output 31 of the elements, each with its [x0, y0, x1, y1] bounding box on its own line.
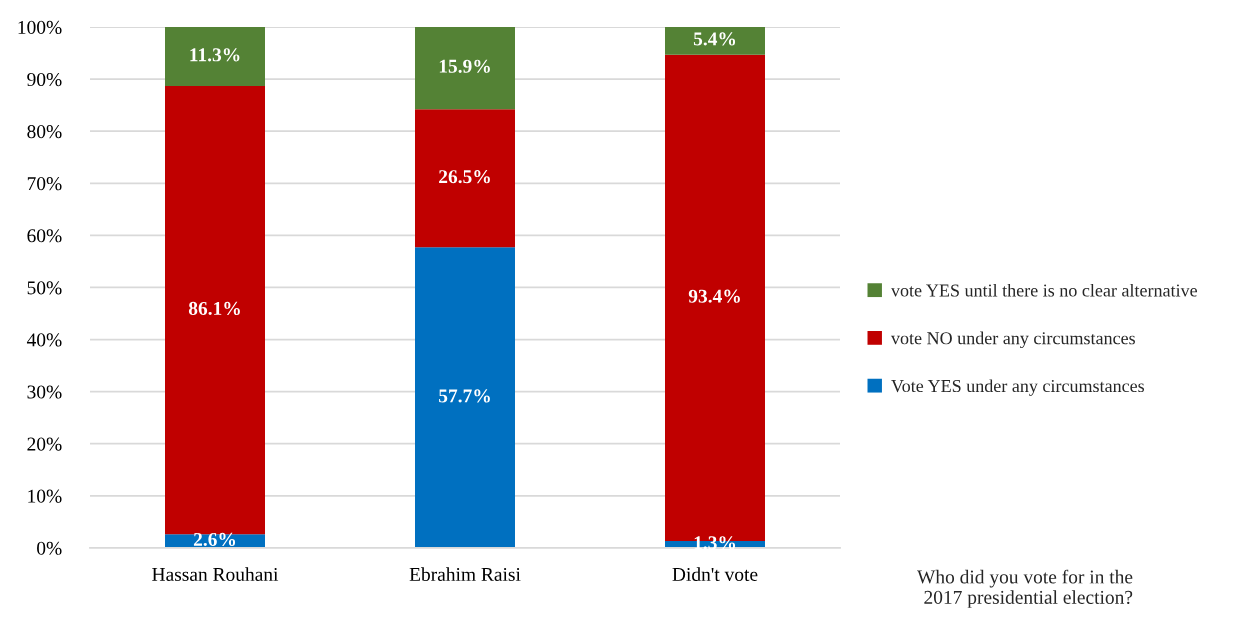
y-tick-label: 0%	[37, 541, 62, 555]
y-tick-label: 40%	[26, 333, 62, 347]
data-label: 26.5%	[439, 170, 490, 184]
bar	[665, 27, 765, 55]
legend-label: vote NO under any circumstances	[890, 331, 1135, 349]
x-tick-label: Ebrahim Raisi	[409, 567, 521, 581]
data-label: 15.9%	[439, 59, 490, 73]
bar	[165, 27, 265, 86]
y-tick-label: 10%	[28, 489, 62, 503]
legend-label: Vote YES under any circumstances	[891, 379, 1145, 396]
data-label: 2.6%	[193, 532, 236, 547]
bar	[415, 247, 515, 548]
y-tick-label: 80%	[27, 125, 62, 139]
x-tick-label: Didn't vote	[672, 567, 758, 581]
data-label: 93.4%	[688, 289, 740, 303]
text: Who did you vote for in the 2017 presidential election?	[917, 569, 1133, 608]
bar	[415, 27, 515, 110]
y-tick-label: 20%	[27, 437, 62, 451]
legend-label: vote YES until there is no clear alternative	[890, 283, 1198, 297]
bar	[415, 109, 515, 248]
data-label: 5.4%	[693, 32, 736, 46]
y-tick-label: 100%	[18, 20, 62, 35]
data-label: 86.1%	[188, 301, 240, 316]
x-tick-label: Hassan Rouhani	[152, 567, 279, 581]
data-label: 11.3%	[190, 48, 240, 62]
y-tick-label: 30%	[27, 385, 62, 399]
y-tick-label: 60%	[27, 229, 62, 243]
data-label: 57.7%	[439, 389, 490, 403]
y-tick-label: 70%	[27, 177, 62, 191]
y-tick-label: 90%	[27, 72, 62, 87]
y-tick-label: 50%	[27, 281, 62, 295]
